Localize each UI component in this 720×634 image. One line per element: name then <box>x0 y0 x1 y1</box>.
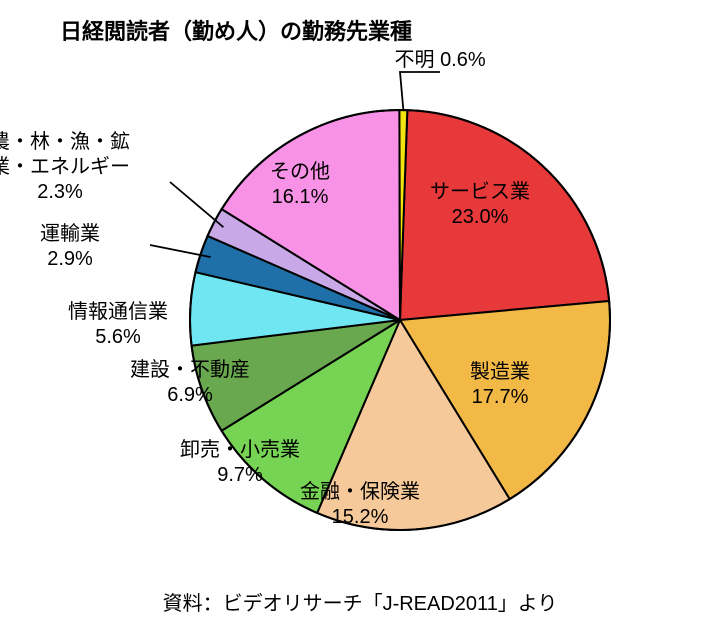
slice-name-line: その他 <box>270 161 330 183</box>
slice-name: 卸売・小売業 <box>180 439 300 461</box>
slice-name-line: 運輸業 <box>40 223 100 245</box>
slice-name: その他 <box>270 161 330 183</box>
slice-label: 卸売・小売業 9.7% <box>180 438 300 488</box>
slice-name-line: 卸売・小売業 <box>180 439 300 461</box>
slice-label: 製造業 17.7% <box>470 360 530 410</box>
leader-line <box>400 72 440 110</box>
slice-label: サービス業 23.0% <box>430 180 530 230</box>
slice-name-line: サービス業 <box>430 181 530 203</box>
slice-label: 金融・保険業 15.2% <box>300 480 420 530</box>
slice-value: 2.3% <box>37 181 83 203</box>
slice-name: 運輸業 <box>40 223 100 245</box>
slice-name: サービス業 <box>430 181 530 203</box>
slice-label: 情報通信業 5.6% <box>68 300 168 350</box>
slice-name-line: 不明 <box>395 49 435 71</box>
slice-name: 金融・保険業 <box>300 481 420 503</box>
slice-name-line: 農・林・漁・鉱 <box>0 131 130 153</box>
slice-name-line: 金融・保険業 <box>300 481 420 503</box>
chart-stage: 日経閲読者（勤め人）の勤務先業種 サービス業 23.0% 製造業 17.7% 金融・保険… <box>0 0 720 634</box>
slice-value: 9.7% <box>217 464 263 486</box>
slice-name: 農・林・漁・鉱業・エネルギー <box>0 131 130 178</box>
chart-title: 日経閲読者（勤め人）の勤務先業種 <box>60 14 412 46</box>
slice-value: 5.6% <box>95 326 141 348</box>
slice-name: 建設・不動産 <box>130 359 250 381</box>
slice-value: 0.6% <box>440 49 486 71</box>
slice-name-line: 業・エネルギー <box>0 156 130 178</box>
leader-line <box>170 182 223 227</box>
slice-label: その他 16.1% <box>270 160 330 210</box>
slice-value: 6.9% <box>167 384 213 406</box>
slice-label: 運輸業 2.9% <box>40 222 100 272</box>
slice-name: 情報通信業 <box>68 301 168 323</box>
slice-value: 16.1% <box>272 186 329 208</box>
chart-source: 資料：ビデオリサーチ「J-READ2011」より <box>0 587 720 616</box>
slice-name-line: 情報通信業 <box>68 301 168 323</box>
slice-value: 23.0% <box>452 206 509 228</box>
slice-name-line: 製造業 <box>470 361 530 383</box>
slice-label: 不明 0.6% <box>395 48 486 73</box>
slice-name-line: 建設・不動産 <box>130 359 250 381</box>
slice-value: 2.9% <box>47 248 93 270</box>
slice-name: 製造業 <box>470 361 530 383</box>
slice-value: 15.2% <box>332 506 389 528</box>
slice-label: 建設・不動産 6.9% <box>130 358 250 408</box>
slice-label: 農・林・漁・鉱業・エネルギー 2.3% <box>0 130 130 205</box>
slice-value: 17.7% <box>472 386 529 408</box>
slice-name: 不明 <box>395 49 435 71</box>
